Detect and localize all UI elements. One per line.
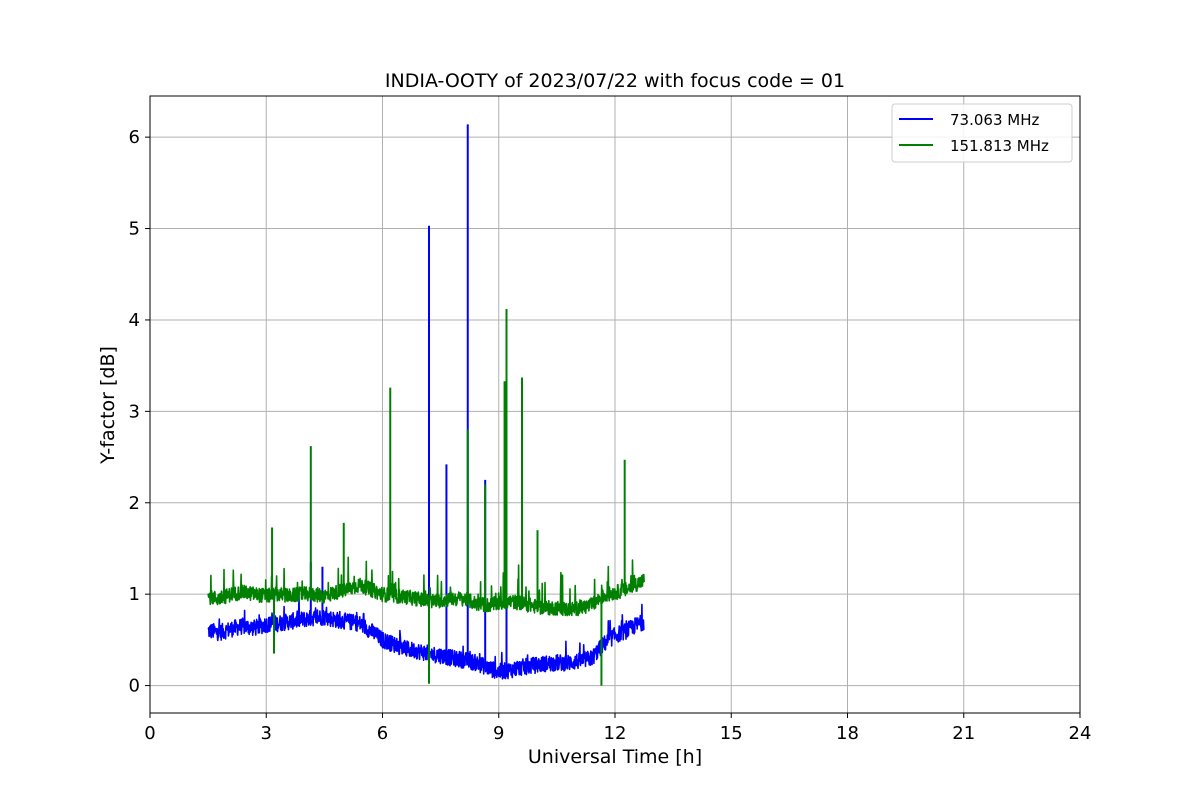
- series-line: [207, 594, 645, 680]
- y-tick-label: 0: [129, 676, 140, 697]
- y-tick-label: 2: [129, 493, 140, 514]
- legend: 73.063 MHz 151.813 MHz: [891, 103, 1073, 163]
- y-tick-label: 5: [129, 219, 140, 240]
- legend-box: [891, 103, 1073, 163]
- y-tick-label: 4: [129, 310, 140, 331]
- x-tick-label: 24: [1069, 723, 1092, 744]
- series-2: [207, 308, 645, 686]
- legend-label: 73.063 MHz: [950, 111, 1039, 129]
- y-tick-label: 3: [129, 401, 140, 422]
- x-tick-label: 0: [144, 723, 155, 744]
- x-tick-label: 6: [377, 723, 388, 744]
- x-axis-label: Universal Time [h]: [528, 746, 702, 768]
- x-tick-label: 9: [493, 723, 504, 744]
- x-tick-label: 18: [836, 723, 859, 744]
- x-tick-label: 12: [604, 723, 627, 744]
- chart-title: INDIA-OOTY of 2023/07/22 with focus code…: [385, 70, 845, 92]
- y-axis-label: Y-factor [dB]: [97, 346, 119, 465]
- legend-label: 151.813 MHz: [950, 137, 1049, 155]
- y-tick-label: 1: [129, 584, 140, 605]
- x-tick-label: 15: [720, 723, 743, 744]
- series-layer: [207, 124, 645, 686]
- x-tick-label: 21: [952, 723, 975, 744]
- y-tick-label: 6: [129, 127, 140, 148]
- x-tick-label: 3: [261, 723, 272, 744]
- series-line: [207, 556, 645, 617]
